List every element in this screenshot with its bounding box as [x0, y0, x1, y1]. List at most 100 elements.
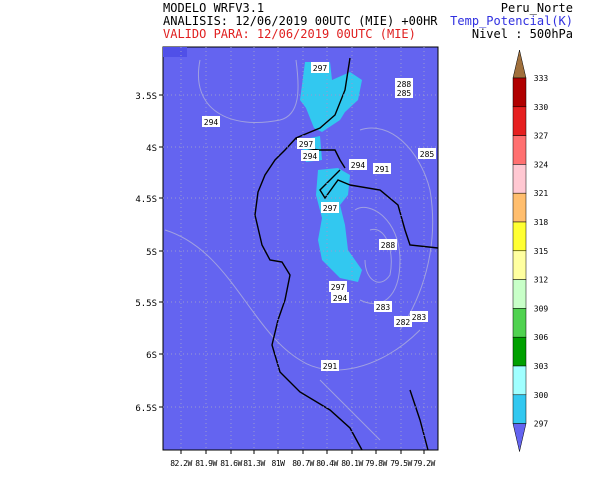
region-label: Peru_Norte	[501, 1, 573, 15]
lon-label: 81W	[272, 459, 286, 468]
colorbar-label: 318	[534, 218, 549, 227]
lat-label: 6.5S	[135, 404, 157, 414]
contour-label-box	[379, 239, 397, 250]
lon-label: 79.5W	[390, 459, 412, 468]
colorbar-segment	[512, 221, 527, 252]
contour-label: 283	[376, 303, 391, 312]
contour-label-box	[321, 202, 339, 213]
contour-label: 294	[303, 152, 318, 161]
contour-label-box	[410, 311, 428, 322]
contour-label: 294	[351, 161, 366, 170]
contour	[364, 228, 392, 283]
lon-label: 80.4W	[316, 459, 338, 468]
contour-label: 297	[313, 64, 328, 73]
variable-label: Temp_Potencial(K)	[450, 14, 573, 28]
colorbar-segment	[512, 308, 527, 338]
contour-label-box	[331, 292, 349, 303]
contour-label-box	[395, 87, 413, 98]
colorbar-segment	[512, 394, 527, 424]
contour-label: 297	[299, 140, 314, 149]
contour-label: 291	[323, 362, 338, 371]
contour-label-box	[297, 138, 315, 149]
contour-label-box	[374, 301, 392, 312]
lat-label: 4S	[146, 144, 157, 154]
contour-label: 297	[331, 283, 346, 292]
colorbar-segment	[512, 365, 527, 396]
border-line	[409, 389, 429, 451]
colorbar-label: 333	[534, 74, 549, 83]
analysis-label: ANALISIS: 12/06/2019 00UTC (MIE) +00HR	[163, 14, 438, 28]
contour-label-box	[418, 148, 436, 159]
lon-label: 80.7W	[292, 459, 314, 468]
colorbar-label: 300	[534, 391, 549, 400]
colorbar-segment	[512, 250, 527, 280]
valid-label: VALIDO PARA: 12/06/2019 00UTC (MIE)	[163, 27, 416, 41]
contour	[198, 59, 299, 123]
contour-label-box	[202, 116, 220, 127]
contour-label: 288	[381, 241, 396, 250]
contour	[359, 127, 434, 331]
contour-label: 282	[396, 318, 411, 327]
lon-label: 80.1W	[341, 459, 363, 468]
lat-label: 5S	[146, 248, 157, 258]
colorbar-label: 303	[534, 362, 549, 371]
lat-label: 6S	[146, 351, 157, 361]
colorbar-label: 306	[534, 333, 549, 342]
contour-label-box	[329, 281, 347, 292]
contour-label-box	[395, 78, 413, 89]
lon-label: 79.2W	[413, 459, 435, 468]
lon-label: 82.2W	[170, 459, 192, 468]
lat-label: 5.5S	[135, 299, 157, 309]
contour-label: 291	[375, 165, 390, 174]
colorbar-label: 321	[534, 189, 549, 198]
contour-label: 294	[204, 118, 219, 127]
border-line	[349, 184, 439, 249]
colorbar-segment	[512, 423, 527, 452]
model-label: MODELO WRFV3.1	[163, 1, 264, 15]
contour-label-box	[321, 360, 339, 371]
colorbar-label: 330	[534, 103, 549, 112]
contour-label-box	[373, 163, 391, 174]
colorbar-segment	[512, 77, 527, 108]
contour	[319, 379, 381, 441]
coast-line	[254, 57, 363, 451]
contour-label-box	[349, 159, 367, 170]
colorbar-label: 324	[534, 160, 549, 169]
colorbar-segment	[512, 164, 527, 194]
contour-label: 285	[397, 89, 412, 98]
colorbar-segment	[512, 336, 527, 367]
colorbar-segment	[512, 135, 527, 165]
contour-label: 283	[412, 313, 427, 322]
colorbar-label: 309	[534, 304, 549, 313]
contour-label-box	[394, 316, 412, 327]
lon-label: 79.8W	[365, 459, 387, 468]
colorbar-segment	[512, 106, 527, 136]
colorbar-label: 327	[534, 132, 549, 141]
colorbar-label: 297	[534, 420, 549, 429]
colorbar-segment	[512, 49, 527, 79]
contour-label: 297	[323, 204, 338, 213]
contour-label: 294	[333, 294, 348, 303]
lat-label: 3.5S	[135, 92, 157, 102]
colorbar-label: 312	[534, 276, 549, 285]
contour-label-box	[301, 150, 319, 161]
contour-label: 285	[420, 150, 435, 159]
colorbar-label: 315	[534, 247, 549, 256]
colorbar-segment	[512, 279, 527, 309]
lon-label: 81.3W	[243, 459, 265, 468]
colorbar: 333 330 327 324 321 318 315 312 309 306 303 300 297	[512, 49, 549, 452]
map-corner	[163, 47, 187, 57]
level-label: Nivel : 500hPa	[472, 27, 573, 41]
colorbar-segment	[512, 192, 527, 223]
warm-area	[316, 168, 362, 282]
lon-label: 81.6W	[220, 459, 242, 468]
lon-label: 81.9W	[195, 459, 217, 468]
lat-label: 4.5S	[135, 195, 157, 205]
border-line	[319, 169, 351, 200]
contour-label-box	[311, 62, 329, 73]
axes: 3.5S 4S 4.5S 5S 5.5S 6S 6.5S 82.2W 81.9W 81.6W 81.…	[135, 92, 436, 468]
contour-label: 288	[397, 80, 412, 89]
